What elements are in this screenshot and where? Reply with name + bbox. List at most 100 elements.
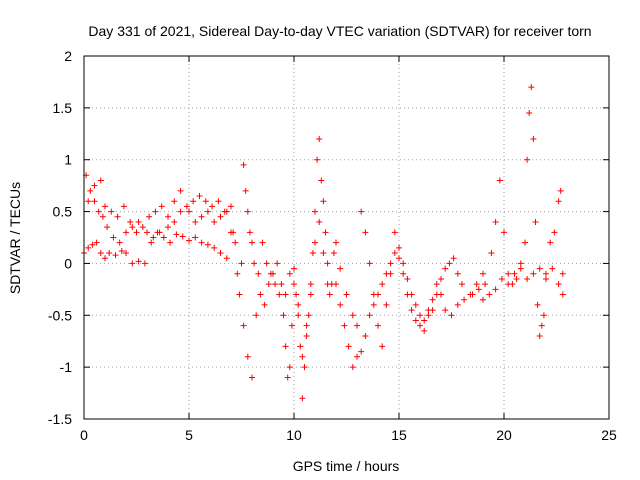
data-point bbox=[123, 250, 129, 257]
data-point bbox=[480, 296, 486, 303]
data-point bbox=[129, 260, 136, 267]
data-point bbox=[110, 234, 117, 241]
data-point bbox=[120, 203, 127, 210]
data-point bbox=[540, 312, 547, 319]
data-point bbox=[307, 281, 314, 288]
data-point bbox=[547, 239, 554, 246]
y-tick-label: 0.5 bbox=[53, 204, 73, 220]
data-point bbox=[337, 265, 344, 272]
data-point bbox=[362, 333, 369, 340]
data-point bbox=[215, 198, 222, 205]
data-point bbox=[118, 247, 125, 254]
data-point bbox=[366, 260, 373, 267]
data-point bbox=[387, 270, 394, 277]
data-point bbox=[391, 229, 398, 236]
data-point bbox=[278, 281, 285, 288]
data-point bbox=[429, 296, 436, 303]
data-point bbox=[461, 296, 468, 303]
data-point bbox=[93, 239, 100, 246]
series-track-a bbox=[81, 229, 239, 267]
data-point bbox=[438, 291, 444, 298]
data-point bbox=[108, 208, 115, 215]
y-tick-label: -0.5 bbox=[48, 307, 72, 323]
data-point bbox=[223, 255, 230, 262]
data-point bbox=[438, 275, 444, 282]
data-point bbox=[196, 193, 203, 200]
data-point bbox=[536, 333, 543, 340]
data-point bbox=[282, 343, 289, 350]
data-point bbox=[396, 244, 402, 251]
data-point bbox=[404, 275, 411, 282]
series-track-g bbox=[337, 208, 486, 350]
series-track-c bbox=[85, 177, 234, 236]
data-point bbox=[192, 218, 199, 225]
data-point bbox=[324, 281, 331, 288]
data-point bbox=[85, 244, 92, 251]
data-point bbox=[326, 291, 333, 298]
data-point bbox=[408, 307, 415, 314]
data-point bbox=[488, 250, 495, 257]
data-point bbox=[469, 291, 476, 298]
axis-ticks bbox=[83, 55, 610, 420]
data-point bbox=[425, 307, 432, 314]
data-point bbox=[133, 229, 140, 236]
data-point bbox=[148, 239, 155, 246]
data-point bbox=[127, 218, 134, 225]
data-point bbox=[158, 203, 165, 210]
data-point bbox=[286, 364, 293, 371]
data-point bbox=[316, 135, 323, 142]
data-point bbox=[345, 343, 352, 350]
data-point bbox=[303, 333, 310, 340]
data-point bbox=[97, 250, 104, 257]
data-point bbox=[312, 239, 318, 246]
data-point bbox=[259, 239, 266, 246]
data-point bbox=[280, 312, 287, 319]
data-point bbox=[421, 317, 428, 324]
data-point bbox=[251, 260, 258, 267]
data-point bbox=[324, 260, 331, 267]
data-point bbox=[370, 291, 377, 298]
data-point bbox=[232, 239, 239, 246]
data-point bbox=[543, 270, 549, 277]
data-point bbox=[559, 270, 566, 277]
data-point bbox=[475, 286, 482, 293]
data-point bbox=[400, 260, 407, 267]
data-point bbox=[513, 275, 520, 282]
data-point bbox=[242, 187, 249, 194]
data-point bbox=[244, 208, 251, 215]
data-point bbox=[173, 231, 180, 238]
data-point bbox=[234, 270, 241, 277]
data-point bbox=[538, 322, 545, 329]
data-point bbox=[417, 312, 423, 319]
data-point bbox=[116, 239, 123, 246]
data-point bbox=[454, 301, 461, 308]
data-point bbox=[557, 187, 564, 194]
data-point bbox=[412, 317, 419, 324]
data-point bbox=[536, 265, 543, 272]
data-point bbox=[274, 260, 281, 267]
data-point bbox=[362, 229, 369, 236]
data-point bbox=[341, 322, 348, 329]
data-point bbox=[198, 239, 205, 246]
data-point bbox=[358, 348, 365, 355]
data-point bbox=[354, 353, 360, 360]
data-point bbox=[330, 250, 337, 257]
data-point bbox=[146, 213, 153, 220]
data-point bbox=[167, 239, 174, 246]
data-point bbox=[517, 265, 524, 272]
data-point bbox=[387, 260, 394, 267]
x-tick-label: 0 bbox=[80, 427, 88, 443]
data-point bbox=[257, 291, 264, 298]
data-point bbox=[293, 291, 300, 298]
data-point bbox=[543, 275, 549, 282]
data-point bbox=[383, 301, 390, 308]
data-point bbox=[141, 260, 148, 267]
data-point bbox=[221, 208, 228, 215]
data-point bbox=[309, 250, 316, 257]
data-point bbox=[532, 218, 539, 225]
data-point bbox=[179, 233, 186, 240]
y-tick-label: 0 bbox=[64, 255, 72, 271]
data-point bbox=[498, 275, 505, 282]
data-point bbox=[186, 237, 192, 244]
data-point bbox=[97, 177, 104, 184]
